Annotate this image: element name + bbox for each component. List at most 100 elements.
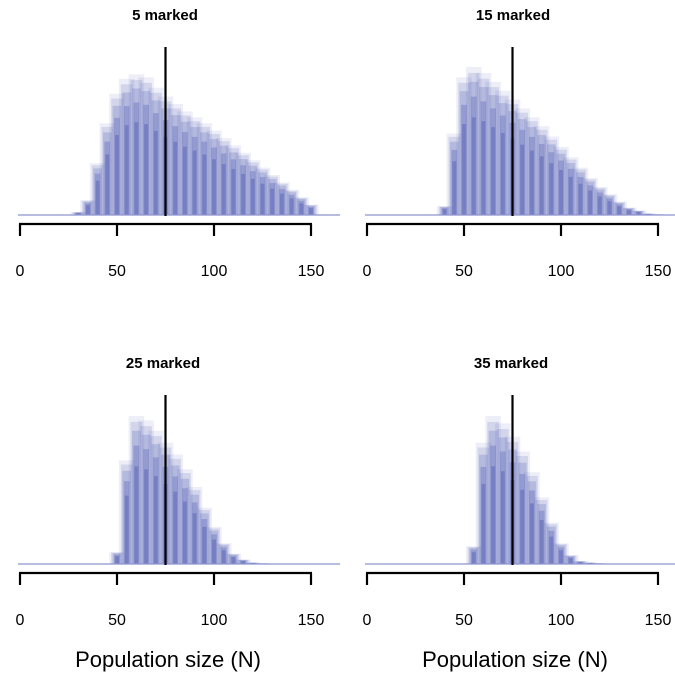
density-bar-layer xyxy=(143,449,150,564)
density-bar-layer xyxy=(527,481,537,564)
density-bar-layer xyxy=(167,454,183,564)
density-bar xyxy=(128,416,145,564)
density-bar-layer xyxy=(584,179,596,215)
density-bar-layer xyxy=(630,210,647,215)
density-bar-layer xyxy=(527,127,537,215)
density-bar xyxy=(177,469,193,564)
density-bar-layer xyxy=(169,458,182,564)
density-bar-layer xyxy=(605,196,614,215)
density-bar-layer xyxy=(188,490,201,564)
density-bar-layer xyxy=(220,153,227,215)
density-bar-layer xyxy=(221,550,226,564)
density-bar-layer xyxy=(491,466,496,564)
density-bar-layer xyxy=(115,556,119,564)
density-bar xyxy=(109,93,125,215)
density-bar-layer xyxy=(231,169,236,215)
density-bar-layer xyxy=(467,546,480,564)
density-bar-layer xyxy=(298,200,305,215)
density-bar-layer xyxy=(469,81,479,215)
density-bar-layer xyxy=(582,562,598,564)
density-bar-layer xyxy=(132,430,141,564)
density-bar-layer xyxy=(240,165,247,215)
density-bar-layer xyxy=(120,464,133,564)
density-bar-layer xyxy=(592,186,608,215)
density-bar-layer xyxy=(132,88,141,215)
density-bar xyxy=(514,108,530,215)
density-bar-layer xyxy=(582,178,598,215)
density-bar-layer xyxy=(256,169,269,215)
density-bar xyxy=(524,117,540,215)
x-tick-label: 150 xyxy=(645,263,672,280)
density-bar-layer xyxy=(566,163,576,215)
density-bar-layer xyxy=(458,82,470,215)
density-bar-layer xyxy=(148,430,164,564)
density-bar-layer xyxy=(141,91,151,215)
x-axis: 0 50 100 150 xyxy=(363,222,672,280)
x-tick-label: 100 xyxy=(201,263,228,280)
density-bar xyxy=(215,543,232,564)
density-bar-layer xyxy=(115,134,119,215)
x-tick-label: 150 xyxy=(645,612,672,629)
density-bar-layer xyxy=(182,501,187,564)
density-bar-layer xyxy=(480,466,487,564)
density-bar-layer xyxy=(559,170,563,215)
density-bar-layer xyxy=(496,429,509,564)
density-bars xyxy=(109,416,271,564)
density-bar xyxy=(303,204,319,215)
density-bar xyxy=(572,167,589,215)
density-bar-layer xyxy=(120,84,133,215)
x-tick-label: 100 xyxy=(548,263,575,280)
density-bar xyxy=(128,74,145,216)
density-bar xyxy=(186,487,203,564)
density-bar-layer xyxy=(191,136,198,215)
density-bar-layer xyxy=(225,553,242,564)
density-bar-layer xyxy=(520,489,525,564)
density-bar-layer xyxy=(524,472,540,564)
density-bar-layer xyxy=(141,434,151,564)
density-bar-layer xyxy=(190,127,199,215)
density-bar-layer xyxy=(487,421,499,564)
density-bar xyxy=(465,546,482,564)
density-bar-layer xyxy=(192,513,197,564)
density-bar-layer xyxy=(475,442,492,564)
density-bar-layer xyxy=(539,156,544,215)
density-bar-layer xyxy=(516,112,529,215)
density-bar-layer xyxy=(212,539,216,564)
density-bar-layer xyxy=(123,106,130,215)
density-bar-layer xyxy=(180,478,190,564)
density-bar xyxy=(138,77,154,215)
density-bar xyxy=(553,146,569,215)
density-bar-layer xyxy=(179,473,191,564)
density-bar xyxy=(225,145,242,215)
density-bar-layer xyxy=(479,87,488,215)
density-bar-layer xyxy=(449,141,459,215)
density-bar-layer xyxy=(616,204,623,215)
x-axis: 0 50 100 150 xyxy=(16,222,324,280)
density-bar-layer xyxy=(578,183,583,215)
density-bar-layer xyxy=(438,206,451,215)
density-bar-layer xyxy=(308,206,314,215)
density-bar-layer xyxy=(296,199,306,215)
density-bar xyxy=(485,416,501,564)
density-bar-layer xyxy=(278,188,285,215)
density-bar-layer xyxy=(181,488,188,564)
density-bar-layer xyxy=(293,197,310,215)
density-bar-layer xyxy=(485,81,501,215)
density-bar-layer xyxy=(642,213,655,215)
density-bar-layer xyxy=(517,119,527,215)
density-bar xyxy=(206,527,222,564)
density-bar-layer xyxy=(477,447,490,564)
density-bar-layer xyxy=(190,494,199,564)
density-bar-layer xyxy=(490,445,497,564)
density-bar-layer xyxy=(104,141,111,215)
density-bar-layer xyxy=(442,209,447,215)
density-bar-layer xyxy=(568,176,573,215)
density-bar-layer xyxy=(576,561,585,564)
density-bar-layer xyxy=(227,148,240,215)
density-bar-layer xyxy=(241,173,246,215)
density-bar-layer xyxy=(149,92,162,215)
density-bar xyxy=(582,178,598,215)
density-bar-layer xyxy=(95,180,100,215)
x-tick-label: 150 xyxy=(298,612,325,629)
panel-title: 5 marked xyxy=(132,7,198,24)
